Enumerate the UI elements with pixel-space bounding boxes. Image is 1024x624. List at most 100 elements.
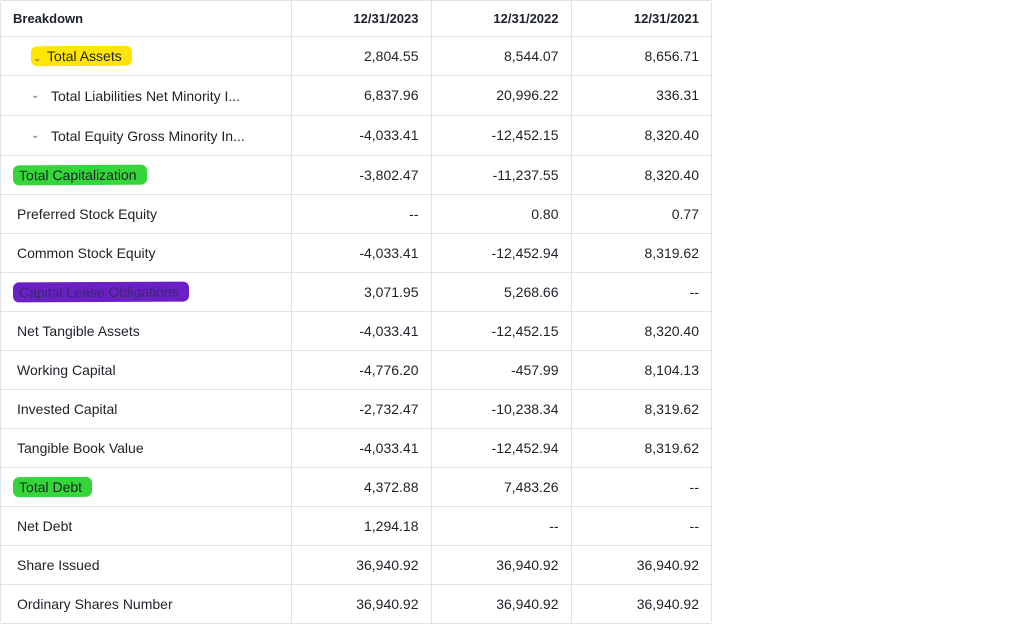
table-row: Ordinary Shares Number 36,940.9236,940.92… [1, 584, 711, 623]
financial-table: Breakdown 12/31/2023 12/31/2022 12/31/20… [1, 1, 711, 623]
cell-value: -12,452.15 [431, 311, 571, 350]
row-label: Tangible Book Value [13, 438, 148, 458]
row-label: Total Equity Gross Minority In... [47, 126, 249, 146]
chevron-down-icon[interactable]: ⌄ [33, 54, 43, 64]
row-label: Net Debt [13, 516, 76, 536]
cell-value: 2,804.55 [291, 36, 431, 75]
cell-value: 8,104.13 [571, 350, 711, 389]
cell-value: -- [431, 506, 571, 545]
cell-value: -12,452.94 [431, 428, 571, 467]
cell-value: -3,802.47 [291, 155, 431, 194]
cell-value: 8,320.40 [571, 155, 711, 194]
table-header-row: Breakdown 12/31/2023 12/31/2022 12/31/20… [1, 1, 711, 36]
row-label-cell: Invested Capital [1, 389, 291, 428]
cell-value: 36,940.92 [431, 584, 571, 623]
cell-value: -4,033.41 [291, 115, 431, 155]
highlight-green: Total Capitalization [13, 164, 147, 185]
row-label: Invested Capital [13, 399, 121, 419]
cell-value: 8,320.40 [571, 311, 711, 350]
cell-value: -4,033.41 [291, 428, 431, 467]
cell-value: 36,940.92 [571, 545, 711, 584]
cell-value: -4,776.20 [291, 350, 431, 389]
table-row: Net Tangible Assets -4,033.41-12,452.158,… [1, 311, 711, 350]
row-label: Ordinary Shares Number [13, 594, 177, 614]
cell-value: 3,071.95 [291, 272, 431, 311]
row-label: Preferred Stock Equity [13, 204, 161, 224]
row-label-cell: Working Capital [1, 350, 291, 389]
row-label: Share Issued [13, 555, 104, 575]
row-label-cell: Net Tangible Assets [1, 311, 291, 350]
row-label: Total Debt [15, 476, 86, 496]
row-label-cell: Total Capitalization [1, 155, 291, 194]
row-label: Common Stock Equity [13, 243, 160, 263]
cell-value: 7,483.26 [431, 467, 571, 506]
cell-value: 8,319.62 [571, 428, 711, 467]
row-label: Working Capital [13, 360, 120, 380]
row-label-cell[interactable]: ⌄Total Assets [1, 36, 291, 75]
cell-value: -4,033.41 [291, 311, 431, 350]
cell-value: -12,452.15 [431, 115, 571, 155]
table-row: Working Capital -4,776.20-457.998,104.13 [1, 350, 711, 389]
row-label: Net Tangible Assets [13, 321, 144, 341]
row-label-cell: Ordinary Shares Number [1, 584, 291, 623]
row-label-cell: Total Debt [1, 467, 291, 506]
cell-value: 0.77 [571, 194, 711, 233]
cell-value: -457.99 [431, 350, 571, 389]
cell-value: -4,033.41 [291, 233, 431, 272]
row-label-cell: Common Stock Equity [1, 233, 291, 272]
row-label: Total Capitalization [15, 164, 141, 185]
cell-value: -- [571, 467, 711, 506]
table-row: Preferred Stock Equity --0.800.77 [1, 194, 711, 233]
cell-value: -11,237.55 [431, 155, 571, 194]
cell-value: 4,372.88 [291, 467, 431, 506]
cell-value: -10,238.34 [431, 389, 571, 428]
table-row: Common Stock Equity -4,033.41-12,452.948,… [1, 233, 711, 272]
cell-value: 6,837.96 [291, 75, 431, 115]
balance-sheet-table: Breakdown 12/31/2023 12/31/2022 12/31/20… [0, 0, 712, 624]
row-label-cell: Preferred Stock Equity [1, 194, 291, 233]
row-label-cell[interactable]: ⌄ Total Equity Gross Minority In... [1, 115, 291, 155]
cell-value: 8,319.62 [571, 389, 711, 428]
table-row: ⌄ Total Equity Gross Minority In... -4,033… [1, 115, 711, 155]
table-row: Share Issued36,940.9236,940.9236,940.92 [1, 545, 711, 584]
cell-value: 20,996.22 [431, 75, 571, 115]
row-label-cell: Share Issued [1, 545, 291, 584]
chevron-down-icon[interactable]: ⌄ [31, 131, 41, 141]
cell-value: 8,544.07 [431, 36, 571, 75]
table-row: Total Debt 4,372.887,483.26-- [1, 467, 711, 506]
cell-value: 336.31 [571, 75, 711, 115]
table-row: Net Debt1,294.18---- [1, 506, 711, 545]
row-label-cell: Capital Lease Obligations [1, 272, 291, 311]
cell-value: 36,940.92 [431, 545, 571, 584]
col-header-date-1: 12/31/2022 [431, 1, 571, 36]
col-header-date-2: 12/31/2021 [571, 1, 711, 36]
row-label: Capital Lease Obligations [15, 281, 183, 302]
highlight-purple: Capital Lease Obligations [13, 281, 189, 302]
cell-value: -12,452.94 [431, 233, 571, 272]
highlight-green: Total Debt [13, 476, 92, 496]
row-label-cell[interactable]: ⌄ Total Liabilities Net Minority I... [1, 75, 291, 115]
cell-value: -- [291, 194, 431, 233]
col-header-date-0: 12/31/2023 [291, 1, 431, 36]
cell-value: -- [571, 272, 711, 311]
table-row: Capital Lease Obligations 3,071.955,268.6… [1, 272, 711, 311]
cell-value: 5,268.66 [431, 272, 571, 311]
row-label-cell: Tangible Book Value [1, 428, 291, 467]
row-label-cell: Net Debt [1, 506, 291, 545]
cell-value: 36,940.92 [571, 584, 711, 623]
table-row: ⌄ Total Liabilities Net Minority I... 6,83… [1, 75, 711, 115]
cell-value: 36,940.92 [291, 545, 431, 584]
row-label: Total Assets [43, 45, 126, 65]
chevron-down-icon[interactable]: ⌄ [31, 91, 41, 101]
row-label: Total Liabilities Net Minority I... [47, 86, 244, 106]
highlight-yellow: ⌄Total Assets [31, 45, 132, 66]
cell-value: -2,732.47 [291, 389, 431, 428]
cell-value: 8,656.71 [571, 36, 711, 75]
cell-value: 8,319.62 [571, 233, 711, 272]
cell-value: 8,320.40 [571, 115, 711, 155]
table-row: Total Capitalization -3,802.47-11,237.558… [1, 155, 711, 194]
table-row: Tangible Book Value -4,033.41-12,452.948,… [1, 428, 711, 467]
col-header-breakdown: Breakdown [1, 1, 291, 36]
cell-value: 0.80 [431, 194, 571, 233]
table-row: Invested Capital -2,732.47-10,238.348,319… [1, 389, 711, 428]
